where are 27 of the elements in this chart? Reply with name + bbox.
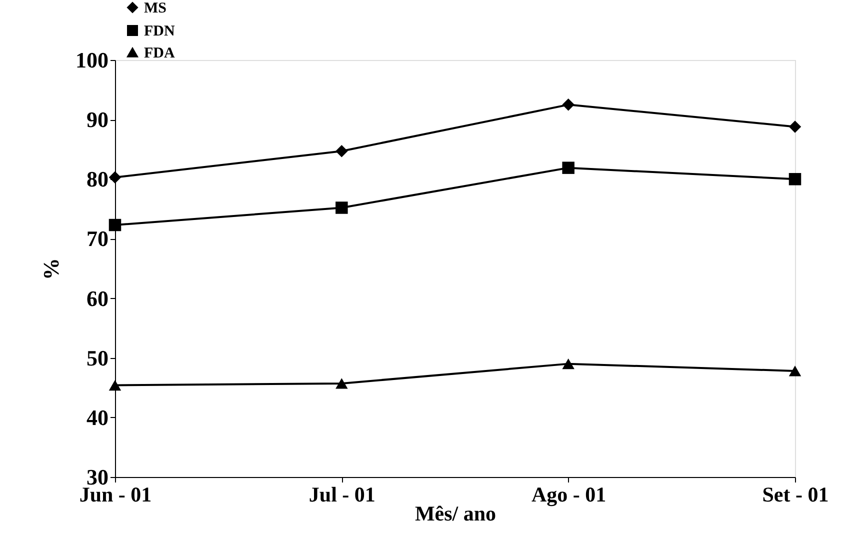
point: [562, 358, 574, 370]
point: [788, 366, 802, 376]
point: [562, 162, 574, 174]
y-tick-label: 60: [86, 286, 108, 311]
point: [788, 173, 802, 186]
y-tick-label: 90: [86, 107, 108, 132]
legend-label: FDA: [144, 46, 175, 62]
y-tick-label: 40: [86, 404, 108, 430]
y-axis-title: %: [38, 258, 64, 280]
point: [336, 145, 348, 158]
point: [336, 202, 348, 214]
x-tick-label: Jul - 01: [308, 482, 376, 506]
point: [788, 120, 802, 133]
point: [336, 378, 348, 389]
point: [108, 171, 122, 184]
x-axis-title: Mês/ ano: [414, 502, 496, 526]
point: [108, 380, 122, 391]
point: [562, 98, 574, 111]
y-tick-label: 80: [86, 166, 108, 192]
legend-label: FDN: [144, 24, 175, 40]
y-tick-label: 50: [86, 345, 108, 370]
y-tick-label: 70: [86, 226, 108, 252]
legend-label: MS: [144, 0, 166, 16]
x-tick-label: Ago - 01: [531, 482, 606, 506]
point: [108, 218, 122, 232]
x-tick-label: Set - 01: [762, 482, 829, 506]
y-tick-label: 100: [76, 48, 108, 72]
